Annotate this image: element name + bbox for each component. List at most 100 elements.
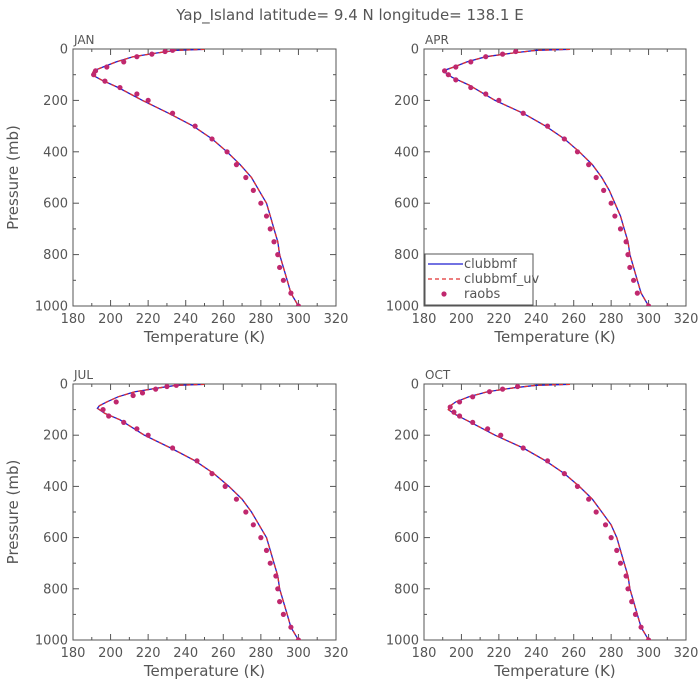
- raobs-point: [113, 399, 119, 405]
- panel-apr-plot-area: [441, 49, 652, 306]
- raobs-point: [295, 637, 302, 640]
- x-tick-label: 200: [449, 646, 474, 661]
- x-axis-title: Temperature (K): [493, 328, 615, 346]
- y-tick-label: 1000: [386, 634, 419, 649]
- x-tick-label: 300: [286, 646, 311, 661]
- panel-jul-label: JUL: [73, 368, 93, 382]
- raobs-point: [145, 97, 151, 103]
- raobs-point: [441, 68, 448, 74]
- x-tick-label: 220: [486, 646, 511, 661]
- raobs-point: [288, 290, 294, 296]
- x-tick-label: 300: [636, 312, 661, 327]
- clubbmf-uv-line: [96, 384, 299, 640]
- raobs-point: [145, 432, 151, 438]
- raobs-point: [485, 426, 491, 432]
- raobs-point: [602, 522, 609, 528]
- raobs-point: [470, 419, 476, 425]
- raobs-point: [593, 509, 599, 515]
- raobs-point: [486, 389, 493, 395]
- raobs-point: [258, 535, 264, 541]
- clubbmf-line: [96, 384, 299, 640]
- raobs-point: [209, 136, 215, 142]
- y-tick-label: 1000: [35, 634, 68, 649]
- raobs-point: [645, 637, 652, 640]
- raobs-point: [586, 162, 592, 168]
- raobs-point: [445, 72, 451, 78]
- raobs-point: [222, 483, 228, 489]
- raobs-point: [169, 110, 176, 116]
- y-tick-label: 200: [394, 94, 419, 109]
- y-tick-label: 400: [43, 480, 68, 495]
- panel-apr: 180 200 220 240 260 280 300 320 0 200 400 600 800 100…: [386, 33, 699, 346]
- y-tick-label: 800: [43, 248, 68, 263]
- raobs-point: [483, 54, 489, 60]
- raobs-point: [273, 573, 279, 579]
- y-tick-label: 200: [43, 94, 68, 109]
- raobs-point: [617, 226, 624, 232]
- x-tick-label: 260: [211, 646, 236, 661]
- raobs-point: [162, 49, 168, 55]
- x-tick-label: 300: [286, 312, 311, 327]
- raobs-point: [593, 174, 599, 181]
- legend-label-clubbmf: clubbmf: [464, 257, 517, 272]
- raobs-point: [117, 84, 123, 91]
- raobs-point: [451, 409, 457, 415]
- x-tick-label: 260: [561, 646, 586, 661]
- raobs-point: [520, 445, 526, 451]
- y-tick-label: 0: [411, 43, 419, 58]
- raobs-point: [544, 123, 551, 129]
- raobs-point: [100, 407, 106, 413]
- raobs-point: [608, 535, 614, 541]
- legend-label-raobs: raobs: [464, 287, 501, 302]
- raobs-point: [447, 404, 453, 410]
- raobs-point: [625, 252, 631, 258]
- raobs-point: [288, 624, 294, 630]
- panel-jan-frame: [72, 48, 337, 307]
- raobs-point: [194, 458, 200, 464]
- raobs-point: [134, 426, 140, 432]
- x-tick-label: 260: [211, 312, 236, 327]
- raobs-point: [586, 496, 592, 502]
- panel-jan-plot-area: [90, 49, 302, 306]
- raobs-point: [275, 586, 281, 592]
- raobs-point: [173, 384, 179, 388]
- panel-jul-frame: [72, 383, 337, 641]
- raobs-point: [134, 91, 140, 97]
- legend-label-clubbmf-uv: clubbmf_uv: [464, 272, 539, 287]
- clubbmf-line: [90, 49, 299, 306]
- clubbmf-uv-line: [447, 384, 650, 640]
- raobs-point: [263, 547, 270, 554]
- raobs-point: [617, 560, 624, 566]
- raobs-point: [233, 496, 240, 502]
- x-tick-label: 220: [486, 312, 511, 327]
- x-tick-label: 320: [324, 646, 349, 661]
- raobs-point: [645, 303, 652, 306]
- raobs-point: [277, 599, 283, 605]
- panel-jul-plot-area: [96, 384, 302, 640]
- panel-apr-label: APR: [425, 33, 449, 47]
- raobs-point: [263, 213, 270, 219]
- raobs-point: [280, 277, 286, 283]
- raobs-point: [130, 392, 136, 399]
- legend-swatch-raobs: [441, 291, 447, 297]
- raobs-point: [258, 200, 264, 206]
- y-tick-label: 600: [394, 531, 419, 546]
- raobs-point: [574, 149, 581, 155]
- raobs-point: [267, 226, 273, 232]
- raobs-point: [453, 64, 459, 70]
- raobs-point: [169, 49, 176, 53]
- y-tick-label: 400: [43, 145, 68, 160]
- y-tick-label: 1000: [35, 300, 68, 315]
- x-tick-label: 240: [524, 646, 549, 661]
- x-tick-label: 300: [636, 646, 661, 661]
- x-tick-label: 320: [674, 312, 699, 327]
- raobs-point: [192, 123, 198, 129]
- panels: 180 200 220 240 260 280 300 320 0 200 400 600 800 100…: [4, 33, 698, 680]
- x-tick-label: 240: [173, 646, 198, 661]
- raobs-point: [275, 252, 281, 258]
- x-tick-label: 280: [248, 312, 273, 327]
- raobs-point: [468, 59, 474, 65]
- x-tick-label: 220: [136, 646, 161, 661]
- raobs-point: [153, 386, 159, 392]
- raobs-point: [91, 72, 97, 78]
